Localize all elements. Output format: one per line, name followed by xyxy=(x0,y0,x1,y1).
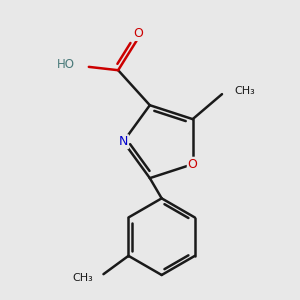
Text: O: O xyxy=(133,27,143,40)
Text: O: O xyxy=(188,158,198,171)
Text: CH₃: CH₃ xyxy=(73,273,94,283)
Text: CH₃: CH₃ xyxy=(234,86,255,97)
Text: HO: HO xyxy=(57,58,75,71)
Text: N: N xyxy=(118,135,128,148)
